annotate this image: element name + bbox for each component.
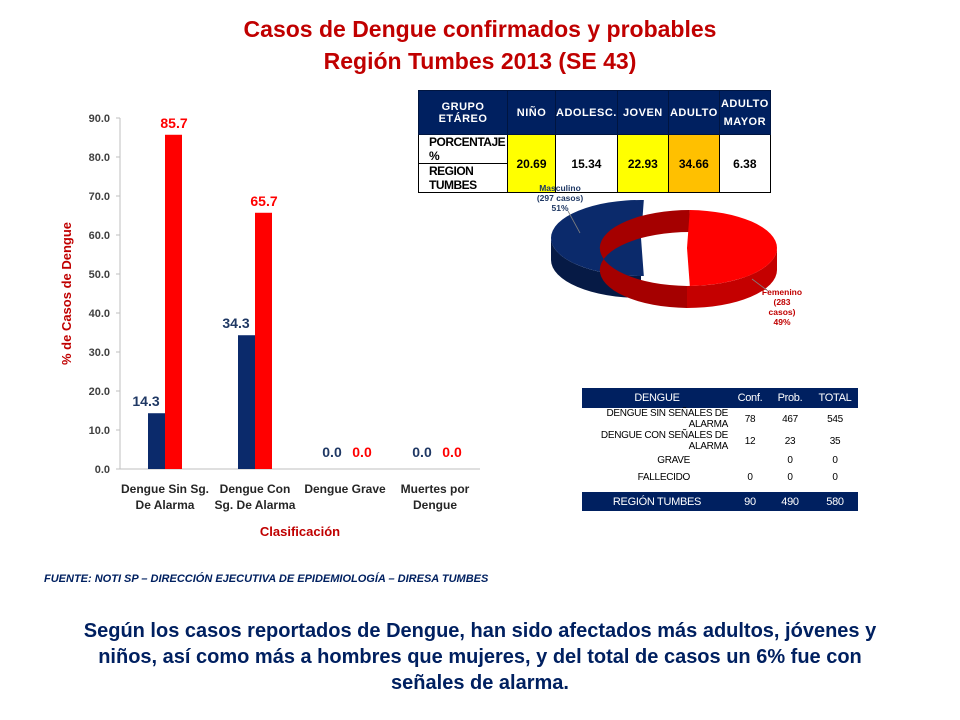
- y-tick-label: 30.0: [89, 347, 110, 359]
- dengue-cell: 35: [829, 435, 841, 447]
- y-tick-label: 70.0: [89, 191, 110, 203]
- dengue-row-label: GRAVE: [657, 455, 690, 466]
- age-row-label: REGION TUMBES: [418, 163, 508, 193]
- pie-label: casos): [769, 307, 796, 317]
- data-label: 0.0: [322, 444, 342, 460]
- x-tick-label: Dengue Con: [220, 482, 291, 496]
- age-header: ADULTO MAYOR: [718, 90, 771, 135]
- dengue-footer-label: REGIÓN TUMBES: [582, 492, 732, 511]
- dengue-cell: 0: [787, 472, 793, 483]
- data-label: 0.0: [442, 444, 462, 460]
- age-header: JOVEN: [616, 90, 669, 135]
- age-header: ADOLESC.: [555, 90, 618, 135]
- data-label: 0.0: [412, 444, 432, 460]
- table-row: GRAVE 0 0: [582, 452, 858, 469]
- x-axis-title: Clasificación: [260, 524, 340, 539]
- pie-label: Masculino: [539, 183, 581, 193]
- dengue-cell: 0: [787, 455, 793, 466]
- pie-slice-side: [687, 248, 777, 308]
- table-footer-row: REGIÓN TUMBES 90 490 580: [582, 492, 858, 511]
- y-tick-label: 40.0: [89, 308, 110, 320]
- age-value: 22.93: [616, 134, 669, 193]
- y-tick-label: 50.0: [89, 269, 110, 281]
- x-tick-label: Dengue Sin Sg.: [121, 482, 209, 496]
- bar: [238, 335, 255, 469]
- bar: [148, 413, 165, 469]
- bar-chart: 0.0 10.0 20.0 30.0 40.0 50.0 60.0 70.0 80.0 90.0%…: [59, 113, 480, 539]
- y-tick-label: 80.0: [89, 152, 110, 164]
- dengue-cell: 12: [744, 435, 756, 447]
- sex-pie-chart: Masculino(297 casos)51% Femenino(283casos…: [537, 183, 802, 327]
- y-tick-label: 20.0: [89, 386, 110, 398]
- pie-slice: [687, 210, 778, 286]
- pie-slice-side: [599, 210, 690, 308]
- dengue-cell: 545: [827, 413, 843, 425]
- pie-leader-line: [751, 278, 769, 292]
- dengue-row-label: FALLECIDO: [637, 472, 691, 483]
- age-header: NIÑO: [507, 90, 556, 135]
- age-value: 6.38: [718, 134, 771, 193]
- dengue-cell: 0: [832, 455, 838, 466]
- dengue-cell: 0: [747, 472, 753, 483]
- dengue-classification-table: DENGUE Conf. Prob. TOTAL DENGUE SIN SEÑA…: [582, 388, 858, 511]
- y-tick-label: 0.0: [95, 464, 110, 476]
- dengue-cell: 78: [744, 413, 756, 425]
- pie-leader-line: [567, 210, 581, 234]
- dengue-footer-cell: 490: [768, 492, 812, 511]
- y-tick-label: 90.0: [89, 113, 110, 125]
- dengue-cell: 23: [784, 435, 796, 447]
- age-value: 34.66: [667, 134, 720, 193]
- dengue-header: Conf.: [732, 388, 768, 408]
- dengue-cell: 467: [782, 413, 798, 425]
- y-tick-label: 10.0: [89, 425, 110, 437]
- age-value: 20.69: [507, 134, 556, 193]
- bar: [255, 212, 272, 469]
- dengue-cell: [732, 452, 768, 469]
- y-axis-title: % de Casos de Dengue: [59, 222, 74, 365]
- pie-slice: [550, 200, 644, 276]
- age-header: GRUPO ETÁREO: [418, 90, 508, 135]
- dengue-row-label: DENGUE CON SEÑALES DE ALARMA: [600, 430, 728, 452]
- x-tick-label: Dengue Grave: [304, 482, 386, 496]
- table-row: DENGUE SIN SEÑALES DE ALARMA 78 467 545: [582, 408, 858, 430]
- age-row-label: PORCENTAJE %: [418, 134, 508, 164]
- pie-label: Femenino: [762, 287, 802, 297]
- y-tick-label: 60.0: [89, 230, 110, 242]
- data-label: 0.0: [352, 444, 372, 460]
- pie-label: 49%: [773, 317, 790, 327]
- age-value: 15.34: [555, 134, 618, 193]
- dengue-footer-cell: 580: [812, 492, 858, 511]
- data-label: 34.3: [222, 315, 249, 331]
- x-tick-label: De Alarma: [136, 498, 195, 512]
- pie-label: (297 casos): [537, 193, 583, 203]
- data-label: 85.7: [160, 115, 187, 131]
- dengue-header: Prob.: [768, 388, 812, 408]
- data-label: 14.3: [132, 393, 159, 409]
- table-row: DENGUE CON SEÑALES DE ALARMA 12 23 35: [582, 430, 858, 452]
- pie-label: 51%: [551, 203, 568, 213]
- age-header: ADULTO: [667, 90, 720, 135]
- page-subtitle: Región Tumbes 2013 (SE 43): [323, 48, 637, 74]
- dengue-header: TOTAL: [812, 388, 858, 408]
- dengue-cell: 0: [832, 472, 838, 483]
- dengue-row-label: DENGUE SIN SEÑALES DE ALARMA: [606, 408, 728, 430]
- bar: [165, 134, 182, 469]
- source-note: FUENTE: NOTI SP – DIRECCIÓN EJECUTIVA DE…: [44, 573, 489, 585]
- data-label: 65.7: [250, 193, 277, 209]
- dengue-header: DENGUE: [582, 388, 732, 408]
- pie-label: (283: [773, 297, 790, 307]
- x-tick-label: Sg. De Alarma: [215, 498, 296, 512]
- age-group-table: GRUPO ETÁREO NIÑO ADOLESC. JOVEN ADULTO …: [418, 90, 771, 193]
- table-row: FALLECIDO 0 0 0: [582, 469, 858, 486]
- x-tick-label: Muertes por: [401, 482, 470, 496]
- x-tick-label: Dengue: [413, 498, 457, 512]
- dengue-footer-cell: 90: [732, 492, 768, 511]
- page-title: Casos de Dengue confirmados y probables: [243, 16, 717, 42]
- summary-text: Según los casos reportados de Dengue, ha…: [83, 620, 877, 694]
